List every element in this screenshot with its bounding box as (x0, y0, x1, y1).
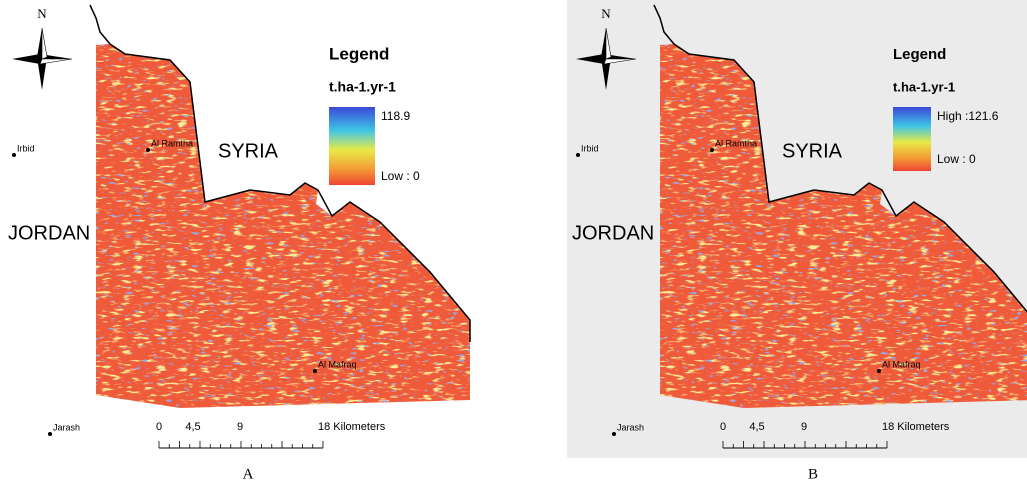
raster-texture (90, 40, 480, 415)
scale-label: 18 Kilometers (318, 421, 386, 433)
scale-label: 0 (720, 421, 726, 433)
place-dot (313, 369, 317, 373)
scale-label: 9 (801, 421, 807, 433)
country-label: JORDAN (8, 222, 90, 244)
figure: N SYRIA JORDAN Irbid Al Ramtha Al Mafraq Jaras… (0, 0, 1027, 486)
map-panel: N SYRIA JORDAN Irbid Al Ramtha Al Mafraq Jaras… (8, 5, 480, 482)
country-label: JORDAN (572, 222, 654, 244)
place-dot (576, 153, 580, 157)
place-dot (710, 148, 714, 152)
texture-blue (90, 40, 480, 415)
legend-unit: t.ha-1.yr-1 (893, 79, 955, 94)
legend-low: Low : 0 (937, 152, 976, 166)
north-label: N (37, 6, 47, 21)
place-dot (48, 432, 52, 436)
scale-label: 4,5 (749, 421, 764, 433)
place-label: Al Mafraq (318, 359, 357, 369)
place-label: Irbid (17, 143, 35, 153)
panel-caption: B (808, 466, 818, 482)
place-label: Irbid (581, 143, 599, 153)
place-dot (612, 432, 616, 436)
legend-title: Legend (329, 44, 389, 63)
legend-low: Low : 0 (381, 169, 420, 183)
legend-unit: t.ha-1.yr-1 (329, 79, 396, 95)
north-arrow-light (42, 28, 47, 59)
legend-title: Legend (893, 46, 946, 63)
country-label: SYRIA (782, 140, 843, 162)
place-dot (12, 153, 16, 157)
country-label: SYRIA (218, 140, 279, 162)
place-label: Jarash (53, 422, 80, 432)
place-label: Al Ramtha (151, 138, 193, 148)
scale-label: 18 Kilometers (882, 421, 950, 433)
legend-ramp (893, 107, 931, 171)
place-dot (146, 148, 150, 152)
legend-high: 118.9 (381, 109, 410, 123)
legend-high: High :121.6 (937, 109, 999, 123)
place-label: Jarash (617, 422, 644, 432)
scale-label: 9 (237, 421, 243, 433)
place-dot (877, 369, 881, 373)
place-label: Al Ramtha (715, 138, 757, 148)
scale-label: 4,5 (185, 421, 200, 433)
scale-label: 0 (156, 421, 162, 433)
legend-ramp (329, 107, 375, 185)
north-arrow-light (40, 59, 72, 64)
panel-caption: A (243, 466, 254, 482)
north-label: N (601, 6, 611, 21)
place-label: Al Mafraq (882, 359, 921, 369)
